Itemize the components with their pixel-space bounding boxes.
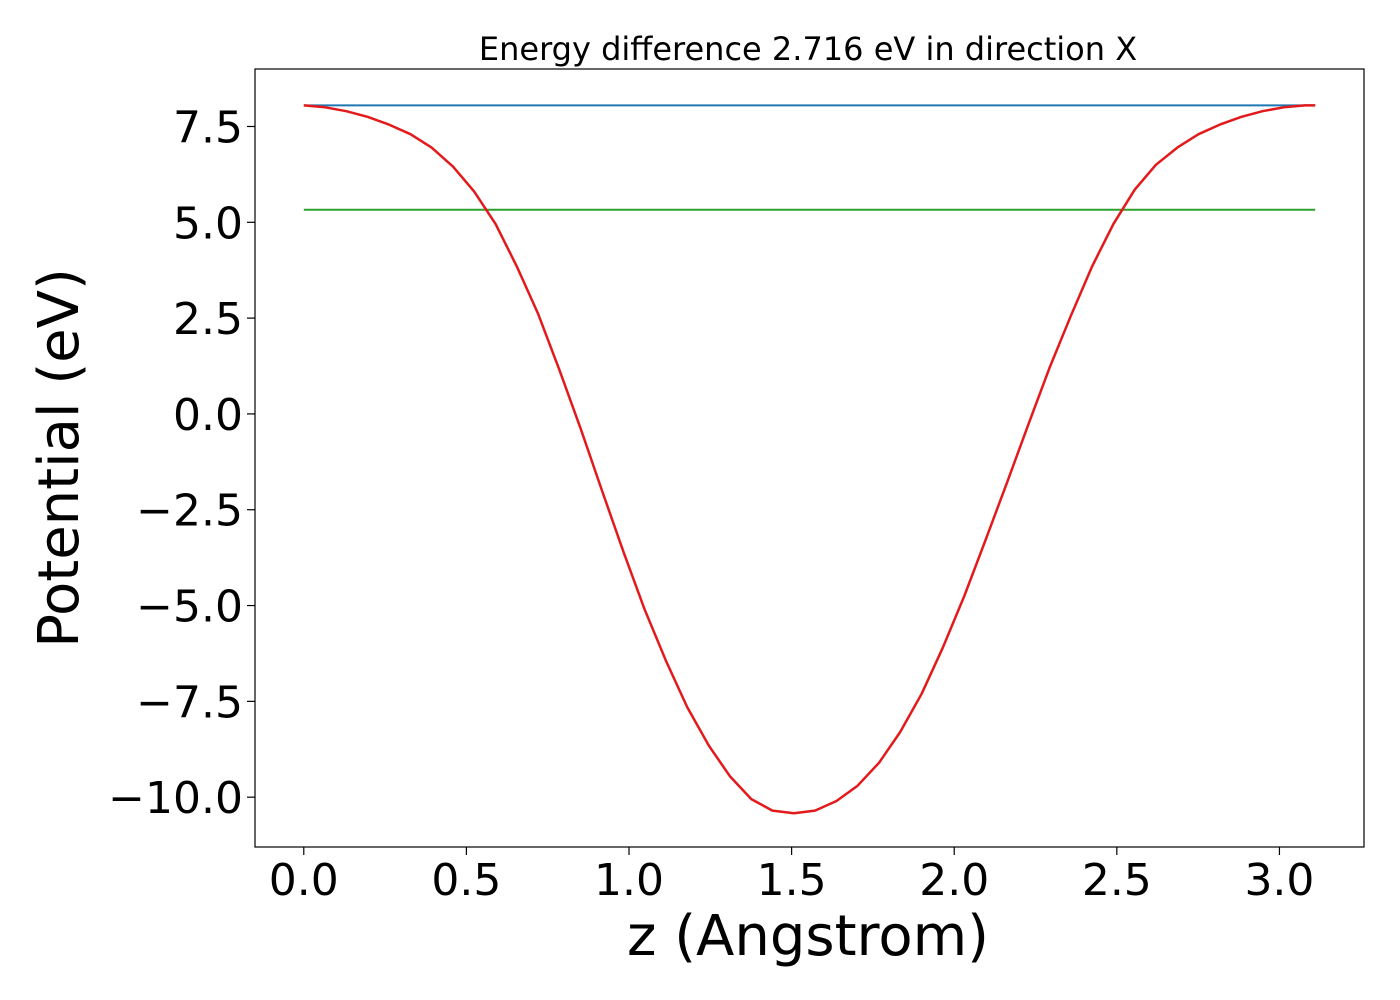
y-tick-label: −7.5 bbox=[136, 677, 243, 728]
x-tick-label: 1.0 bbox=[594, 855, 664, 906]
x-tick-label: 3.0 bbox=[1244, 855, 1314, 906]
y-tick-label: −5.0 bbox=[136, 582, 243, 633]
x-tick-label: 0.5 bbox=[431, 855, 501, 906]
x-tick-label: 2.0 bbox=[919, 855, 989, 906]
x-axis: 0.0 0.5 1.0 1.5 2.0 2.5 3.0 bbox=[269, 847, 1314, 906]
y-tick-label: 0.0 bbox=[173, 390, 243, 441]
series-line-red bbox=[303, 104, 1316, 815]
y-tick-label: 5.0 bbox=[173, 198, 243, 249]
x-tick-label: 2.5 bbox=[1082, 855, 1152, 906]
chart-title: Energy difference 2.716 eV in direction … bbox=[479, 30, 1137, 68]
plot-frame bbox=[254, 68, 1365, 848]
x-tick-label: 1.5 bbox=[757, 855, 827, 906]
series-layer bbox=[303, 104, 1316, 815]
y-tick-label: 7.5 bbox=[173, 102, 243, 153]
y-tick-label: 2.5 bbox=[173, 294, 243, 345]
y-axis-label: Potential (eV) bbox=[27, 268, 92, 648]
y-tick-label: −2.5 bbox=[136, 486, 243, 537]
x-axis-label: z (Angstrom) bbox=[627, 904, 989, 969]
x-tick-label: 0.0 bbox=[269, 855, 339, 906]
y-axis: 7.5 5.0 2.5 0.0 −2.5 −5.0 −7.5 −10.0 bbox=[108, 102, 255, 824]
y-tick-label: −10.0 bbox=[108, 773, 243, 824]
